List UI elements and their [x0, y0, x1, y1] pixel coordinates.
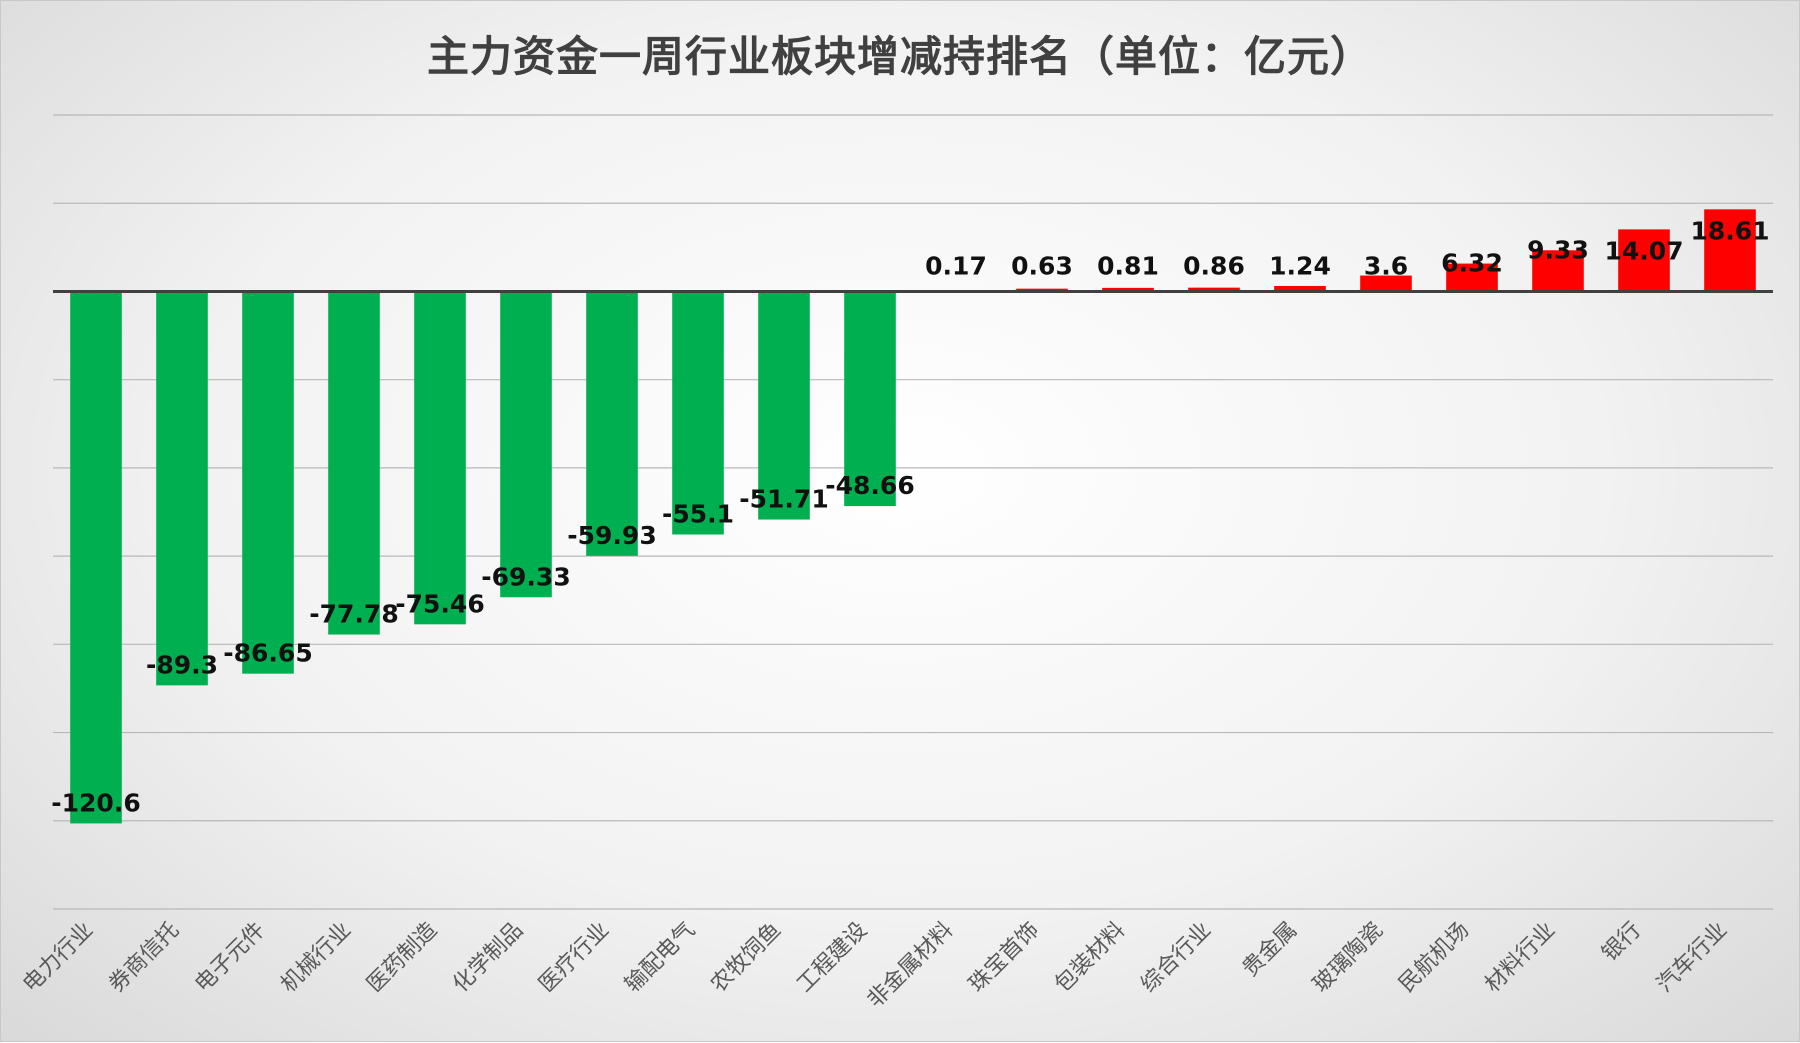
value-label: -77.78: [309, 600, 398, 629]
value-label: 0.17: [925, 251, 987, 280]
category-label: 化学制品: [448, 918, 528, 998]
category-label: 包装材料: [1050, 918, 1130, 998]
category-label: 输配电气: [620, 918, 700, 998]
value-label: -55.1: [662, 499, 734, 528]
bar-4: [328, 291, 380, 635]
value-label: 1.24: [1269, 251, 1331, 280]
value-label: 3.6: [1364, 251, 1408, 280]
value-label: -75.46: [395, 589, 484, 618]
value-label: 0.81: [1097, 251, 1159, 280]
bar-19: [1618, 229, 1670, 292]
category-label: 综合行业: [1136, 918, 1216, 998]
bar-16: [1360, 275, 1412, 292]
category-label: 银行: [1597, 918, 1646, 967]
bar-15: [1274, 285, 1326, 292]
value-label: -120.6: [51, 788, 140, 817]
value-label: 9.33: [1527, 235, 1589, 264]
bar-6: [500, 291, 552, 598]
value-label: -89.3: [146, 650, 218, 679]
bar-9: [758, 291, 810, 520]
value-label: 0.86: [1183, 251, 1245, 280]
bar-18: [1532, 250, 1584, 292]
category-label: 汽车行业: [1652, 918, 1732, 998]
category-label: 珠宝首饰: [964, 918, 1044, 998]
value-label: -69.33: [481, 562, 570, 591]
gridlines: [53, 114, 1773, 910]
value-label: 0.63: [1011, 251, 1073, 280]
category-label: 医药制造: [362, 918, 442, 998]
category-label: 电力行业: [18, 918, 98, 998]
value-label: -59.93: [567, 521, 656, 550]
bar-17: [1446, 263, 1498, 292]
category-label: 玻璃陶瓷: [1308, 918, 1388, 998]
category-label: 非金属材料: [863, 918, 958, 1013]
category-label: 材料行业: [1480, 918, 1560, 998]
bar-2: [156, 291, 208, 686]
category-label: 医疗行业: [534, 918, 614, 998]
category-label: 贵金属: [1238, 918, 1302, 982]
bar-1: [70, 291, 122, 824]
bar-13: [1102, 287, 1154, 292]
value-label: -86.65: [223, 639, 312, 668]
bar-20: [1704, 209, 1756, 292]
bar-3: [242, 291, 294, 674]
bar-8: [672, 291, 724, 535]
category-label: 机械行业: [276, 918, 356, 998]
value-label: -48.66: [825, 471, 914, 500]
category-label: 民航机场: [1394, 918, 1474, 998]
value-label: 18.61: [1690, 216, 1769, 245]
category-label: 工程建设: [792, 918, 872, 998]
category-labels: 电力行业 券商信托 电子元件 机械行业 医药制造 化学制品 医疗行业 输配电气 农牧饲鱼 工程建设…: [18, 918, 1732, 1013]
chart-title: 主力资金一周行业板块增减持排名（单位：亿元）: [426, 32, 1373, 81]
bars: [70, 209, 1756, 824]
value-label: -51.71: [739, 485, 828, 514]
category-label: 电子元件: [190, 918, 270, 998]
bar-14: [1188, 287, 1240, 292]
bar-10: [844, 291, 896, 507]
value-labels: -120.6 -89.3 -86.65 -77.78-75.46-69.33 -59.9…: [51, 216, 1769, 817]
bar-5: [414, 291, 466, 625]
bar-7: [586, 291, 638, 556]
value-label: 14.07: [1604, 236, 1683, 265]
value-label: 6.32: [1441, 249, 1503, 278]
category-label: 券商信托: [104, 918, 184, 998]
category-label: 农牧饲鱼: [706, 918, 786, 998]
